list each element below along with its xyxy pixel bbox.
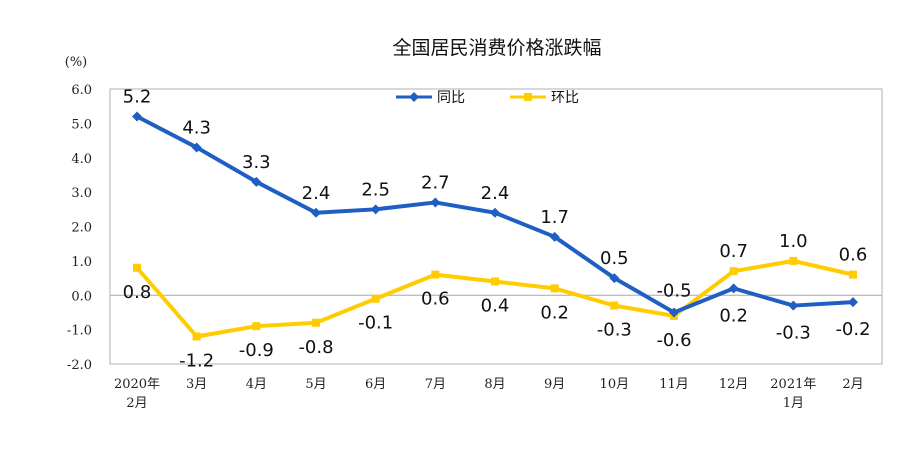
data-label-环比: 0.4 <box>481 296 510 317</box>
y-tick-label: 4.0 <box>71 152 92 167</box>
y-tick-label: 3.0 <box>71 186 92 201</box>
data-point-环比 <box>133 263 141 272</box>
y-tick-label: 2.0 <box>71 221 92 236</box>
x-category-label: 2月 <box>842 377 863 392</box>
x-category-label: 7月 <box>425 377 446 392</box>
data-label-环比: -0.6 <box>656 330 691 351</box>
data-point-同比 <box>669 307 679 318</box>
data-label-环比: 0.6 <box>421 289 450 310</box>
legend-label-同比: 同比 <box>437 90 465 106</box>
y-tick-label: -2.0 <box>67 358 92 373</box>
data-label-环比: -0.3 <box>597 320 632 341</box>
data-point-环比 <box>371 294 380 303</box>
data-label-同比: -0.2 <box>835 319 870 340</box>
data-label-环比: 0.8 <box>123 282 152 303</box>
x-category-label: 10月 <box>600 377 630 392</box>
data-point-环比 <box>849 270 857 279</box>
y-axis-unit-label: (%) <box>65 55 88 70</box>
y-tick-label: 1.0 <box>71 255 92 270</box>
legend-marker-环比 <box>524 93 532 101</box>
data-label-同比: 2.4 <box>481 183 510 204</box>
data-point-环比 <box>312 318 320 327</box>
data-point-同比 <box>311 207 321 218</box>
data-point-环比 <box>252 322 261 331</box>
data-label-环比: -1.2 <box>179 351 214 372</box>
x-axis-categories: 2020年 2月 3月 4月 5月 6月 7月 8月 9月 10月 11月 12月 2021年 1月 2月 <box>114 377 864 411</box>
data-point-同比 <box>609 273 620 284</box>
x-category-label: 4月 <box>246 377 267 392</box>
data-labels: 5.2 4.3 3.3 2.4 2.5 2.7 2.4 1.7 0.5 -0.5 0.2 -0.3 -0… <box>123 87 871 372</box>
data-label-同比: 2.7 <box>421 172 450 193</box>
data-label-同比: 5.2 <box>123 87 152 108</box>
data-point-环比 <box>550 284 559 293</box>
x-category-label: 9月 <box>544 377 565 392</box>
data-label-环比: 0.7 <box>719 241 748 262</box>
chart-title: 全国居民消费价格涨跌幅 <box>392 37 601 59</box>
data-point-环比 <box>491 277 499 286</box>
data-label-环比: 0.6 <box>839 245 868 266</box>
x-category-label: 8月 <box>484 377 505 392</box>
y-axis-ticks: -2.0 -1.0 0.0 1.0 2.0 3.0 4.0 5.0 6.0 <box>67 83 92 373</box>
data-label-同比: -0.3 <box>776 323 811 344</box>
data-point-环比 <box>729 267 738 276</box>
data-point-同比 <box>788 300 799 311</box>
data-label-同比: 1.7 <box>540 207 569 228</box>
data-point-环比 <box>192 332 201 341</box>
x-category-label: 5月 <box>305 377 326 392</box>
y-tick-label: 6.0 <box>71 83 92 98</box>
legend-marker-同比 <box>409 92 419 102</box>
data-label-同比: 4.3 <box>182 117 211 138</box>
data-point-同比 <box>848 297 858 308</box>
data-label-环比: -0.8 <box>298 337 333 358</box>
data-point-同比 <box>430 197 441 208</box>
data-label-同比: -0.5 <box>656 280 691 301</box>
x-category-label: 2020年 2月 <box>114 377 160 411</box>
x-category-label: 6月 <box>365 377 386 392</box>
data-label-环比: 1.0 <box>779 231 808 252</box>
data-point-同比 <box>370 204 381 215</box>
data-label-同比: 0.2 <box>719 305 748 326</box>
x-category-label: 3月 <box>186 377 207 392</box>
data-point-同比 <box>728 283 739 294</box>
data-point-同比 <box>549 231 560 242</box>
data-label-环比: -0.1 <box>358 313 393 334</box>
data-point-同比 <box>490 207 500 218</box>
data-label-环比: -0.9 <box>239 340 274 361</box>
series-lines <box>132 111 858 341</box>
legend-label-环比: 环比 <box>551 90 579 106</box>
y-tick-label: 0.0 <box>71 289 92 304</box>
data-label-同比: 2.4 <box>302 183 331 204</box>
data-point-同比 <box>251 176 262 187</box>
data-point-环比 <box>789 256 798 265</box>
x-category-label: 2021年 1月 <box>770 377 816 411</box>
data-label-同比: 3.3 <box>242 152 271 173</box>
y-tick-label: 5.0 <box>71 117 92 132</box>
data-point-环比 <box>431 270 440 279</box>
y-tick-label: -1.0 <box>67 324 92 339</box>
x-category-label: 11月 <box>659 377 689 392</box>
data-point-同比 <box>132 111 142 122</box>
data-point-同比 <box>191 142 202 153</box>
data-point-环比 <box>610 301 619 310</box>
x-category-label: 12月 <box>719 377 749 392</box>
data-label-同比: 2.5 <box>361 179 390 200</box>
data-label-同比: 0.5 <box>600 248 629 269</box>
plot-area-frame <box>109 88 883 365</box>
chart-legend: 同比 环比 <box>396 90 579 106</box>
data-label-环比: 0.2 <box>540 302 569 323</box>
